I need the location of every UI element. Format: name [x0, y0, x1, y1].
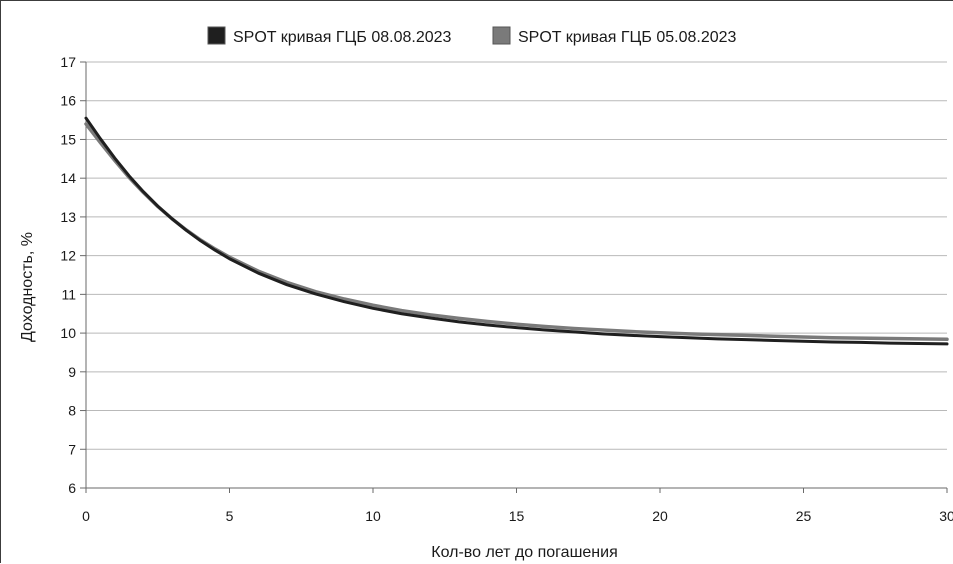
x-tick-label: 20 — [652, 508, 668, 524]
series-lines — [84, 116, 949, 346]
y-tick-label: 15 — [60, 131, 76, 147]
y-tick-label: 11 — [61, 286, 76, 302]
x-tick-label: 15 — [509, 508, 525, 524]
y-axis-title: Доходность, % — [19, 232, 36, 342]
tick-labels: 6 7 8 9 10 11 12 13 14 15 16 17 0 5 10 15 20 25 30 — [60, 54, 953, 524]
x-tick-label: 30 — [939, 508, 953, 524]
grid-lines — [80, 61, 948, 493]
x-tick-label: 0 — [82, 508, 90, 524]
y-tick-label: 6 — [68, 480, 76, 496]
x-tick-label: 10 — [365, 508, 381, 524]
legend-swatch — [207, 26, 226, 45]
series-line-1 — [84, 116, 949, 346]
y-tick-label: 10 — [60, 325, 76, 341]
legend: SPOT кривая ГЦБ 08.08.2023 SPOT кривая ГЦ… — [207, 26, 737, 46]
y-tick-label: 14 — [60, 170, 76, 186]
legend-item-1: SPOT кривая ГЦБ 08.08.2023 — [207, 26, 452, 46]
x-axis-title: Кол-во лет до погашения — [431, 544, 617, 561]
x-tick-label: 5 — [226, 508, 234, 524]
axes — [85, 62, 947, 489]
y-tick-label: 16 — [60, 93, 76, 109]
x-tick-label: 25 — [796, 508, 812, 524]
y-tick-label: 13 — [60, 209, 76, 225]
legend-item-2: SPOT кривая ГЦБ 05.08.2023 — [492, 26, 737, 46]
y-tick-label: 17 — [60, 54, 76, 70]
legend-label: SPOT кривая ГЦБ 05.08.2023 — [518, 29, 737, 46]
y-tick-label: 8 — [68, 403, 76, 419]
y-tick-label: 12 — [60, 248, 76, 264]
legend-label: SPOT кривая ГЦБ 08.08.2023 — [233, 29, 452, 46]
series-line-2 — [84, 122, 949, 342]
legend-swatch — [492, 26, 511, 45]
y-tick-label: 7 — [68, 441, 76, 457]
y-tick-label: 9 — [68, 364, 76, 380]
